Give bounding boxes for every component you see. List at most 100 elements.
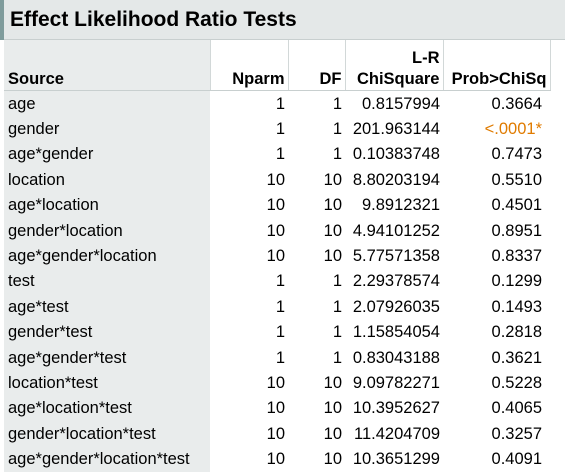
- cell-nparm: 1: [275, 348, 285, 367]
- cell-chisquare: 9.8912321: [362, 196, 440, 215]
- table-row: age*location 10 10 9.8912321 0.4501: [4, 192, 550, 218]
- cell-source: gender: [4, 116, 210, 142]
- cell-prob: 0.5510: [491, 170, 542, 189]
- cell-source: location*test: [4, 370, 210, 396]
- cell-source: location: [4, 167, 210, 193]
- cell-df: 1: [332, 145, 342, 164]
- cell-nparm: 10: [266, 221, 285, 240]
- cell-source: age: [4, 90, 210, 117]
- table-row: age*location*test 10 10 10.3952627 0.4065: [4, 395, 550, 422]
- cell-source: age*gender: [4, 141, 210, 168]
- cell-nparm: 1: [275, 297, 285, 316]
- table-row: gender*location*test 10 10 11.4204709 0.3257: [4, 421, 550, 447]
- cell-chisquare: 10.3651299: [352, 450, 440, 469]
- report-title: Effect Likelihood Ratio Tests: [10, 8, 297, 31]
- cell-chisquare: 2.29378574: [352, 272, 440, 291]
- table-row: age*gender*test 1 1 0.83043188 0.3621: [4, 344, 550, 371]
- cell-prob: 0.1299: [491, 272, 542, 291]
- cell-df: 10: [323, 247, 342, 266]
- column-header-nparm[interactable]: Nparm: [210, 40, 289, 91]
- table-row: location 10 10 8.80203194 0.5510: [4, 167, 550, 193]
- cell-df: 10: [323, 196, 342, 215]
- cell-nparm: 10: [266, 399, 285, 418]
- cell-df: 1: [332, 323, 342, 342]
- table-row: age*test 1 1 2.07926035 0.1493: [4, 294, 550, 320]
- column-header-chisquare-line2: ChiSquare: [356, 70, 440, 88]
- cell-chisquare: 11.4204709: [354, 424, 440, 443]
- cell-prob: 0.4501: [491, 196, 542, 215]
- cell-nparm: 10: [266, 450, 285, 469]
- cell-prob: 0.3621: [491, 348, 542, 367]
- cell-df: 10: [323, 170, 342, 189]
- cell-prob: 0.8951: [491, 221, 542, 240]
- cell-source: test: [4, 268, 210, 295]
- table-row: gender 1 1 201.963144 <.0001*: [4, 116, 550, 142]
- column-header-prob[interactable]: Prob>ChiSq: [443, 40, 551, 91]
- cell-source: gender*location: [4, 217, 210, 244]
- cell-nparm: 1: [275, 272, 285, 291]
- cell-source: age*location: [4, 192, 210, 218]
- cell-source: age*gender*test: [4, 344, 210, 371]
- cell-chisquare: 201.963144: [352, 120, 440, 139]
- cell-prob: 0.8337: [491, 247, 542, 266]
- cell-chisquare: 1.15854054: [352, 323, 440, 342]
- table-body: age 1 1 0.8157994 0.3664 gender 1 1 201.963144 <.…: [4, 90, 550, 472]
- cell-prob: 0.1493: [491, 297, 542, 316]
- cell-df: 10: [323, 424, 342, 443]
- cell-nparm: 10: [266, 373, 285, 392]
- cell-prob: 0.3664: [491, 94, 542, 113]
- cell-chisquare: 0.10383748: [352, 145, 440, 164]
- cell-source: age*gender*location*test: [4, 446, 210, 472]
- cell-df: 1: [332, 120, 342, 139]
- cell-chisquare: 4.94101252: [352, 221, 440, 240]
- cell-nparm: 10: [266, 170, 285, 189]
- cell-prob: <.0001*: [484, 120, 542, 139]
- cell-nparm: 1: [275, 120, 285, 139]
- cell-source: gender*test: [4, 319, 210, 345]
- results-table-container: Source Nparm DF L-R ChiSquare Prob>ChiSq …: [4, 40, 565, 472]
- cell-chisquare: 0.8157994: [362, 94, 440, 113]
- cell-prob: 0.4091: [491, 450, 542, 469]
- cell-source: age*test: [4, 294, 210, 320]
- cell-df: 1: [332, 94, 342, 113]
- cell-prob: 0.3257: [491, 424, 542, 443]
- report-outline-toggle[interactable]: [0, 0, 4, 40]
- table-row: gender*test 1 1 1.15854054 0.2818: [4, 319, 550, 345]
- cell-nparm: 10: [266, 196, 285, 215]
- column-header-df[interactable]: DF: [288, 40, 346, 91]
- table-row: gender*location 10 10 4.94101252 0.8951: [4, 217, 550, 244]
- cell-chisquare: 0.83043188: [352, 348, 440, 367]
- cell-source: age*gender*location: [4, 243, 210, 269]
- cell-df: 1: [332, 348, 342, 367]
- table-row: age*gender*location 10 10 5.77571358 0.8337: [4, 243, 550, 269]
- table-row: location*test 10 10 9.09782271 0.5228: [4, 370, 550, 396]
- table-header-row: Source Nparm DF L-R ChiSquare Prob>ChiSq: [4, 40, 551, 91]
- cell-chisquare: 2.07926035: [352, 297, 440, 316]
- table-row: age 1 1 0.8157994 0.3664: [4, 90, 550, 117]
- table-row: age*gender*location*test 10 10 10.3651299 0.…: [4, 446, 550, 472]
- cell-nparm: 10: [266, 247, 285, 266]
- cell-chisquare: 10.3952627: [352, 399, 440, 418]
- cell-source: age*location*test: [4, 395, 210, 422]
- cell-chisquare: 5.77571358: [352, 247, 440, 266]
- effect-tests-table: Source Nparm DF L-R ChiSquare Prob>ChiSq …: [4, 40, 551, 472]
- cell-source: gender*location*test: [4, 421, 210, 447]
- cell-prob: 0.7473: [491, 145, 542, 164]
- cell-df: 10: [323, 373, 342, 392]
- report-title-bar[interactable]: Effect Likelihood Ratio Tests: [0, 0, 565, 40]
- cell-nparm: 1: [275, 94, 285, 113]
- cell-df: 10: [323, 221, 342, 240]
- column-header-chisquare-line1: L-R: [412, 49, 440, 67]
- cell-chisquare: 8.80203194: [352, 170, 440, 189]
- cell-nparm: 10: [266, 424, 285, 443]
- table-row: age*gender 1 1 0.10383748 0.7473: [4, 141, 550, 168]
- cell-chisquare: 9.09782271: [352, 373, 440, 392]
- column-header-source[interactable]: Source: [4, 40, 211, 91]
- column-header-chisquare[interactable]: L-R ChiSquare: [345, 40, 444, 91]
- cell-prob: 0.5228: [491, 373, 542, 392]
- cell-prob: 0.4065: [491, 399, 542, 418]
- cell-nparm: 1: [275, 145, 285, 164]
- table-row: test 1 1 2.29378574 0.1299: [4, 268, 550, 295]
- cell-df: 10: [323, 399, 342, 418]
